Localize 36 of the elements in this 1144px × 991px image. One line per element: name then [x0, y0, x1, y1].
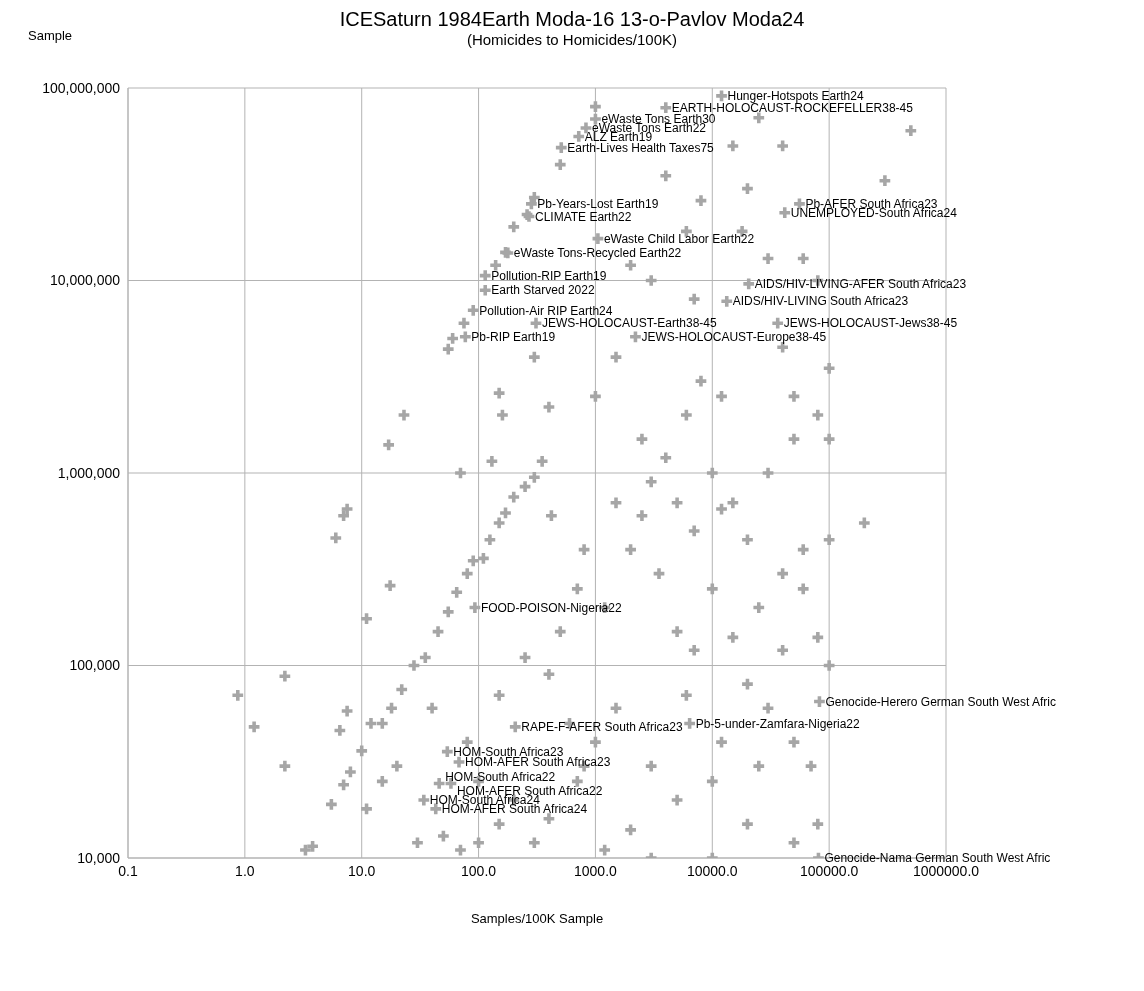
- x-tick-label: 1.0: [235, 862, 255, 879]
- annotation: JEWS-HOLOCAUST-Earth38-45: [541, 316, 718, 331]
- annotation: Pb-5-under-Zamfara-Nigeria22: [695, 716, 861, 731]
- y-axis-title: Sample: [28, 28, 73, 43]
- chart-subtitle: (Homicides to Homicides/100K): [466, 31, 678, 48]
- annotation: Pollution-Air RIP Earth24: [479, 303, 613, 318]
- x-tick-label: 10.0: [348, 862, 376, 879]
- annotation: Pollution-RIP Earth19: [491, 268, 607, 283]
- annotation: RAPE-F-AFER South Africa23: [521, 720, 683, 735]
- x-tick-label: 10000.0: [686, 862, 738, 879]
- annotation: Earth Starved 2022: [491, 283, 595, 298]
- annotation: Earth-Lives Health Taxes75: [567, 140, 715, 155]
- x-tick-label: 100.0: [461, 862, 497, 879]
- y-tick-label: 100,000,000: [42, 79, 121, 96]
- annotation: HOM-South Africa22: [445, 769, 556, 784]
- y-tick-label: 10,000,000: [49, 272, 121, 289]
- x-tick-label: 1000.0: [574, 862, 618, 879]
- y-tick-label: 1,000,000: [57, 464, 121, 481]
- annotation: CLIMATE Earth22: [534, 209, 632, 224]
- annotation: eWaste Child Labor Earth22: [603, 231, 755, 246]
- y-tick-label: 10,000: [77, 849, 121, 866]
- annotation: Pb-Years-Lost Earth19: [537, 197, 659, 212]
- annotation: JEWS-HOLOCAUST-Europe38-45: [641, 329, 827, 344]
- y-tick-label: 100,000: [69, 657, 121, 674]
- annotation: eWaste Tons-Recycled Earth22: [513, 246, 682, 261]
- x-axis-title: Samples/100K Sample: [470, 911, 604, 926]
- annotation: HOM-AFER South Africa23: [465, 755, 611, 770]
- chart-title: ICESaturn 1984Earth Moda-16 13-o-Pavlov Moda24: [339, 8, 805, 30]
- annotation: JEWS-HOLOCAUST-Jews38-45: [783, 316, 958, 331]
- x-tick-label: 0.1: [118, 862, 138, 879]
- annotation: AIDS/HIV-LIVING South Africa23: [732, 294, 909, 309]
- annotation: Hunger-Hotspots Earth24: [727, 89, 864, 104]
- annotation: Genocide-Herero German South West Afric: [825, 694, 1056, 709]
- annotation: AIDS/HIV-LIVING-AFER South Africa23: [754, 277, 967, 292]
- annotation: Pb-RIP Earth19: [471, 329, 556, 344]
- annotation: FOOD-POISON-Nigeria22: [480, 600, 622, 615]
